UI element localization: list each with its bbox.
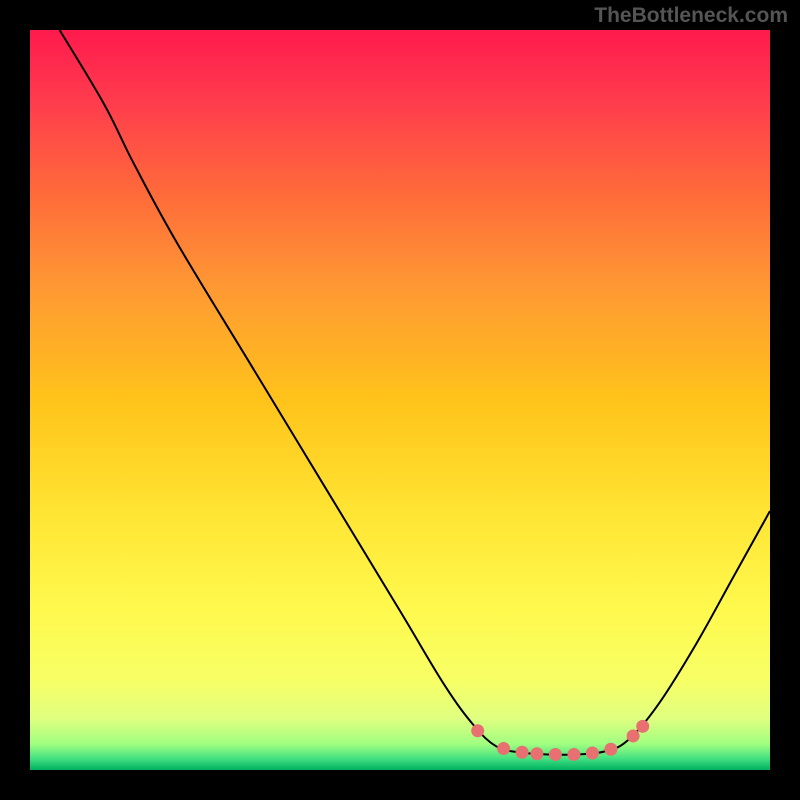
marker-point [471, 724, 484, 737]
optimal-range-markers [471, 720, 649, 761]
marker-point [567, 748, 580, 761]
marker-point [497, 742, 510, 755]
marker-point [604, 743, 617, 756]
marker-point [586, 746, 599, 759]
marker-point [549, 748, 562, 761]
chart-plot-area [30, 30, 770, 770]
marker-point [636, 720, 649, 733]
marker-point [627, 729, 640, 742]
marker-point [516, 746, 529, 759]
chart-curve-layer [30, 30, 770, 770]
watermark-text: TheBottleneck.com [594, 4, 788, 28]
bottleneck-curve [60, 30, 770, 755]
marker-point [530, 747, 543, 760]
